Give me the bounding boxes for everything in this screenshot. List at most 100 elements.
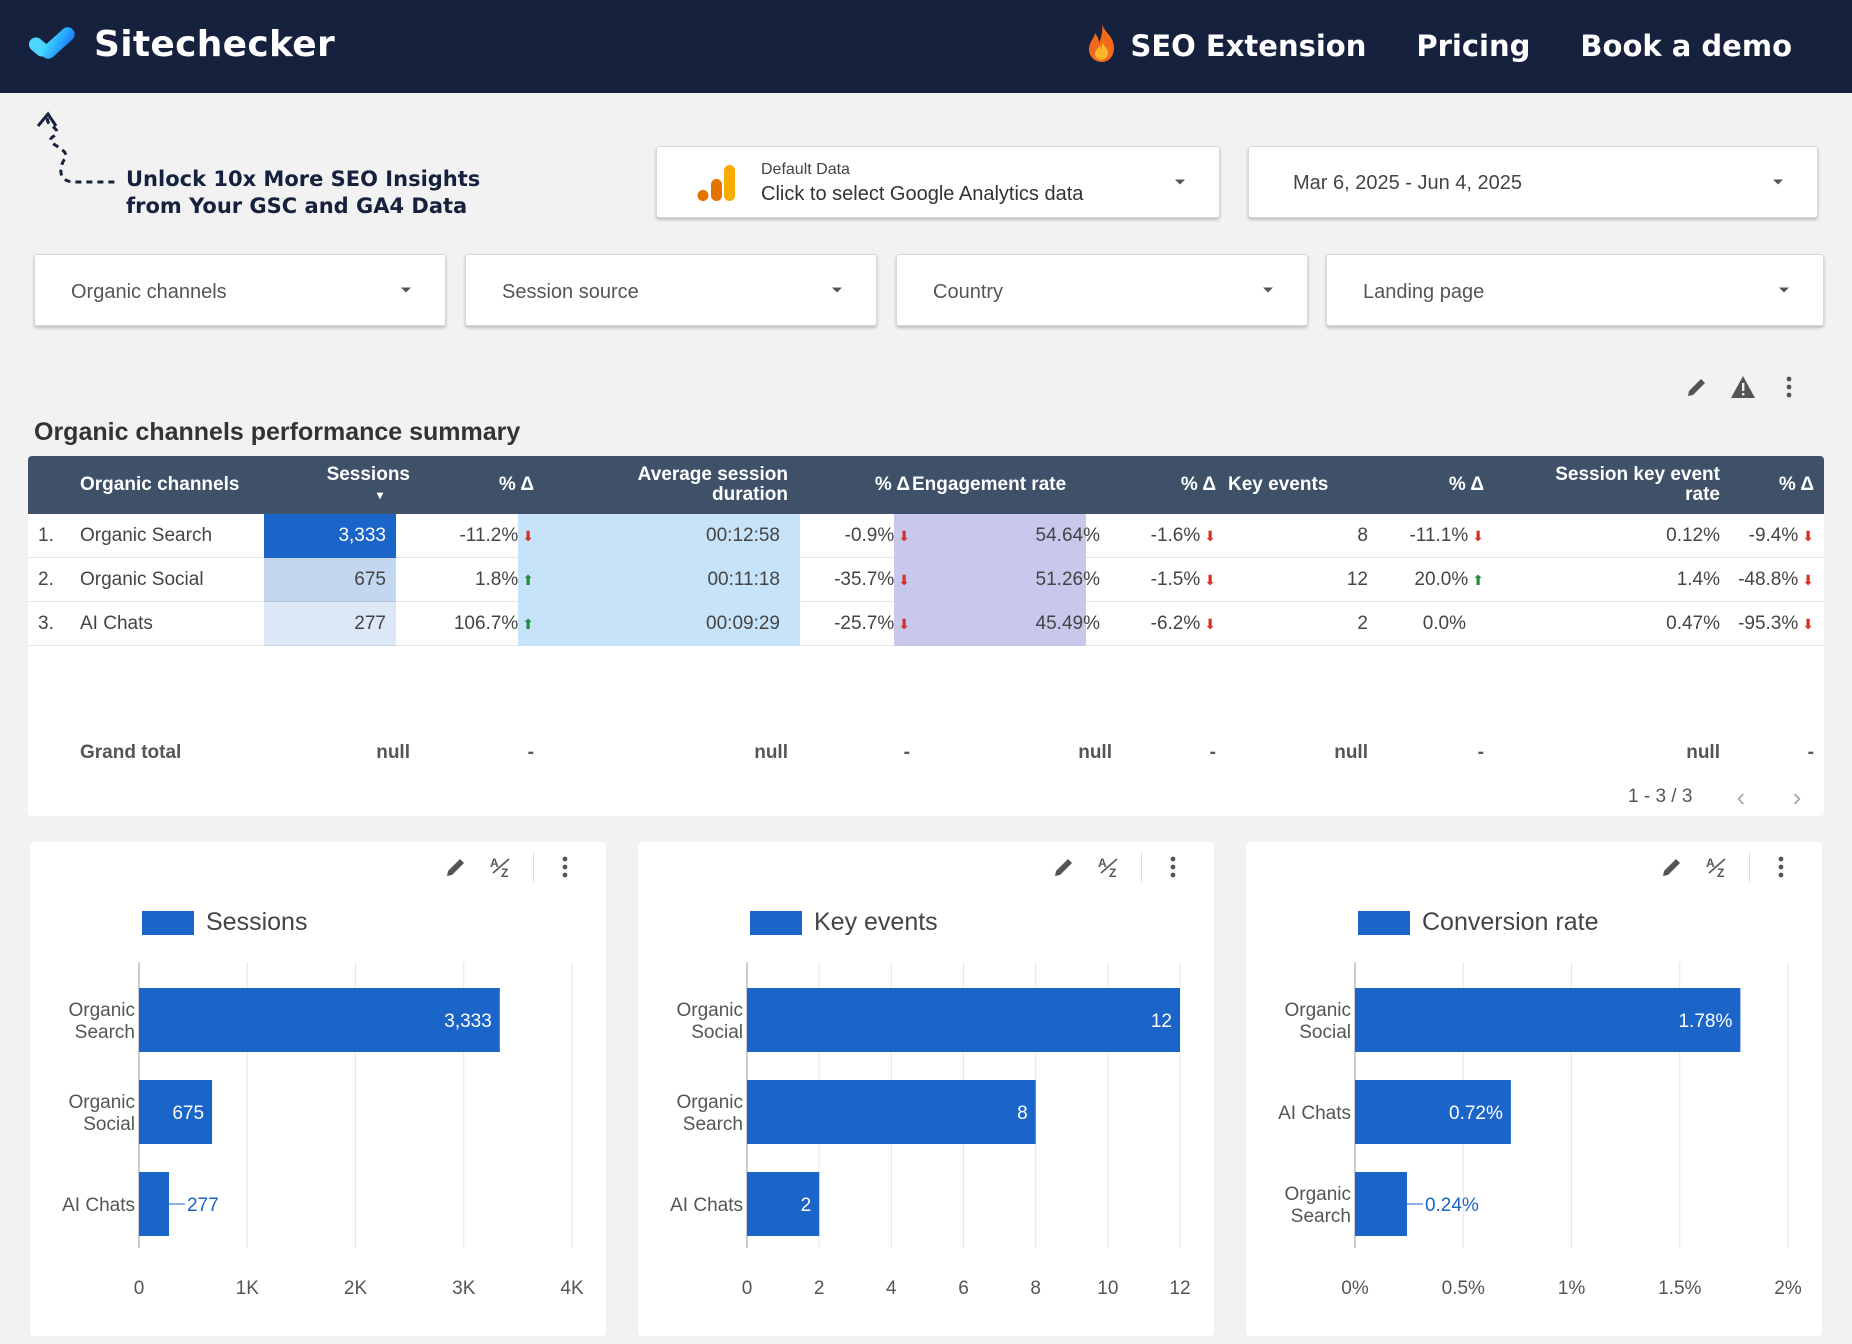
category-label: Search (683, 1114, 743, 1135)
col-sessions[interactable]: Sessions ▾ (264, 456, 410, 514)
data-source-value: Click to select Google Analytics data (761, 183, 1084, 205)
cell-text: Organic Social (80, 569, 204, 590)
col-duration-delta[interactable]: % Δ (798, 456, 910, 514)
cell-text: Organic Search (80, 525, 213, 546)
sessions-heat-cell (264, 514, 396, 558)
more-vert-icon[interactable] (550, 852, 580, 882)
legend-swatch (142, 910, 194, 935)
cell-sessions: 675 (264, 558, 386, 602)
arrow-up-icon: ⬆ (522, 571, 534, 588)
category-label: Organic (68, 1092, 135, 1113)
pencil-icon[interactable] (1049, 852, 1079, 882)
cell-text: 00:12:58 (706, 525, 780, 546)
warning-icon[interactable] (1728, 372, 1758, 402)
sessions-heat-cell (264, 602, 396, 646)
cell-text: -25.7% (834, 613, 895, 634)
data-label: 277 (187, 1195, 219, 1216)
chevron-left-icon[interactable]: ‹ (1736, 781, 1746, 812)
arrow-down-icon: ⬇ (1802, 527, 1814, 544)
filter-label: Organic channels (71, 281, 227, 303)
cell-text: 45.49% (1035, 613, 1100, 634)
cell-text: -35.7% (834, 569, 895, 590)
bar (1355, 988, 1741, 1052)
grand-total-label: Grand total (80, 742, 182, 763)
brand[interactable]: Sitechecker (26, 22, 335, 66)
nav-pricing[interactable]: Pricing (1416, 29, 1530, 63)
legend-swatch (750, 910, 802, 935)
cell-text: -48.8% (1738, 569, 1799, 590)
nav-label: Book a demo (1580, 29, 1792, 63)
filter-country[interactable]: Country (896, 254, 1308, 326)
filter-organic-channels[interactable]: Organic channels (34, 254, 446, 326)
col-label: Sessions (326, 464, 410, 485)
legend-label: Sessions (206, 908, 308, 936)
date-range-selector[interactable]: Mar 6, 2025 - Jun 4, 2025 (1248, 146, 1818, 218)
nav-seo-extension[interactable]: SEO Extension (1084, 24, 1366, 64)
grand-total-engagement-delta: - (1209, 742, 1216, 763)
category-label: Search (75, 1022, 135, 1043)
col-skr-delta[interactable]: % Δ (1728, 456, 1814, 514)
x-tick-label: 3K (452, 1278, 476, 1299)
col-sessions-delta[interactable]: % Δ (420, 456, 534, 514)
more-vert-icon[interactable] (1766, 852, 1796, 882)
cell-channel: AI Chats (80, 602, 260, 646)
nav-book-demo[interactable]: Book a demo (1580, 29, 1792, 63)
toolbar-separator (1141, 852, 1142, 882)
col-session-key-event-rate[interactable]: Session key event rate (1494, 456, 1720, 514)
cell-text: 12 (1346, 569, 1368, 590)
svg-text:Z: Z (1109, 866, 1116, 879)
grand-total-key-events: null (1334, 742, 1368, 763)
category-label: Organic (676, 1000, 743, 1021)
arrow-down-icon: ⬇ (898, 615, 910, 632)
grand-total-skr: null (1686, 742, 1720, 763)
data-source-selector[interactable]: Default Data Click to select Google Anal… (656, 146, 1220, 218)
chevron-down-icon (1779, 287, 1789, 293)
cell-text: 51.26% (1035, 569, 1100, 590)
table-row[interactable]: 2. Organic Social 675 1.8% ⬆ 00:11:18 -35.7% ⬇ 5… (28, 558, 1824, 602)
arrow-down-icon: ⬇ (898, 571, 910, 588)
col-engagement-rate[interactable]: Engagement rate (912, 456, 1112, 514)
svg-text:Z: Z (501, 866, 508, 879)
bar (747, 1080, 1036, 1144)
checkmark-logo-icon (28, 27, 75, 59)
col-key-events-delta[interactable]: % Δ (1378, 456, 1484, 514)
arrow-down-icon: ⬇ (1472, 527, 1484, 544)
chevron-down-icon (832, 287, 842, 293)
arrow-down-icon: ⬇ (522, 527, 534, 544)
col-organic-channels[interactable]: Organic channels (80, 456, 280, 514)
pencil-icon[interactable] (1657, 852, 1687, 882)
filter-label: Country (933, 281, 1004, 303)
col-avg-session-duration[interactable]: Average session duration (548, 456, 788, 514)
pencil-icon[interactable] (441, 852, 471, 882)
table-row[interactable]: 1. Organic Search 3,333 -11.2% ⬇ 00:12:58 -0.9… (28, 514, 1824, 558)
col-key-events[interactable]: Key events (1228, 456, 1368, 514)
cell-channel: Organic Social (80, 558, 260, 602)
chart-panel-key-events: A Z Key events 0 2 4 6 8 10 12 Organic Social 12 Orga… (638, 842, 1214, 1336)
grand-total-sessions-delta: - (527, 742, 534, 763)
table-toolbar (1682, 372, 1804, 402)
cell-text: 0.12% (1666, 525, 1720, 546)
arrow-up-icon: ⬆ (1472, 571, 1484, 588)
filter-landing-page[interactable]: Landing page (1326, 254, 1824, 326)
cell-skr-d: -95.3% ⬇ (1728, 602, 1814, 646)
data-label: 675 (172, 1103, 204, 1124)
data-label: 12 (1151, 1011, 1172, 1032)
chevron-down-icon (401, 287, 411, 293)
col-engagement-delta[interactable]: % Δ (1118, 456, 1216, 514)
cell-sessions: 3,333 (264, 514, 386, 558)
filter-session-source[interactable]: Session source (465, 254, 877, 326)
table-row[interactable]: 3. AI Chats 277 106.7% ⬆ 00:09:29 -25.7% ⬇ 45.49… (28, 602, 1824, 646)
pagination-info: 1 - 3 / 3 (1628, 786, 1693, 807)
more-vert-icon[interactable] (1774, 372, 1804, 402)
chevron-right-icon[interactable]: › (1792, 781, 1802, 812)
pencil-icon[interactable] (1682, 372, 1712, 402)
cell-key-events-d: -11.1% ⬇ (1378, 514, 1484, 558)
more-vert-icon[interactable] (1158, 852, 1188, 882)
toolbar-separator (533, 852, 534, 882)
cell-text: -1.6% (1150, 525, 1201, 546)
promo-line-2: from Your GSC and GA4 Data (126, 194, 468, 218)
